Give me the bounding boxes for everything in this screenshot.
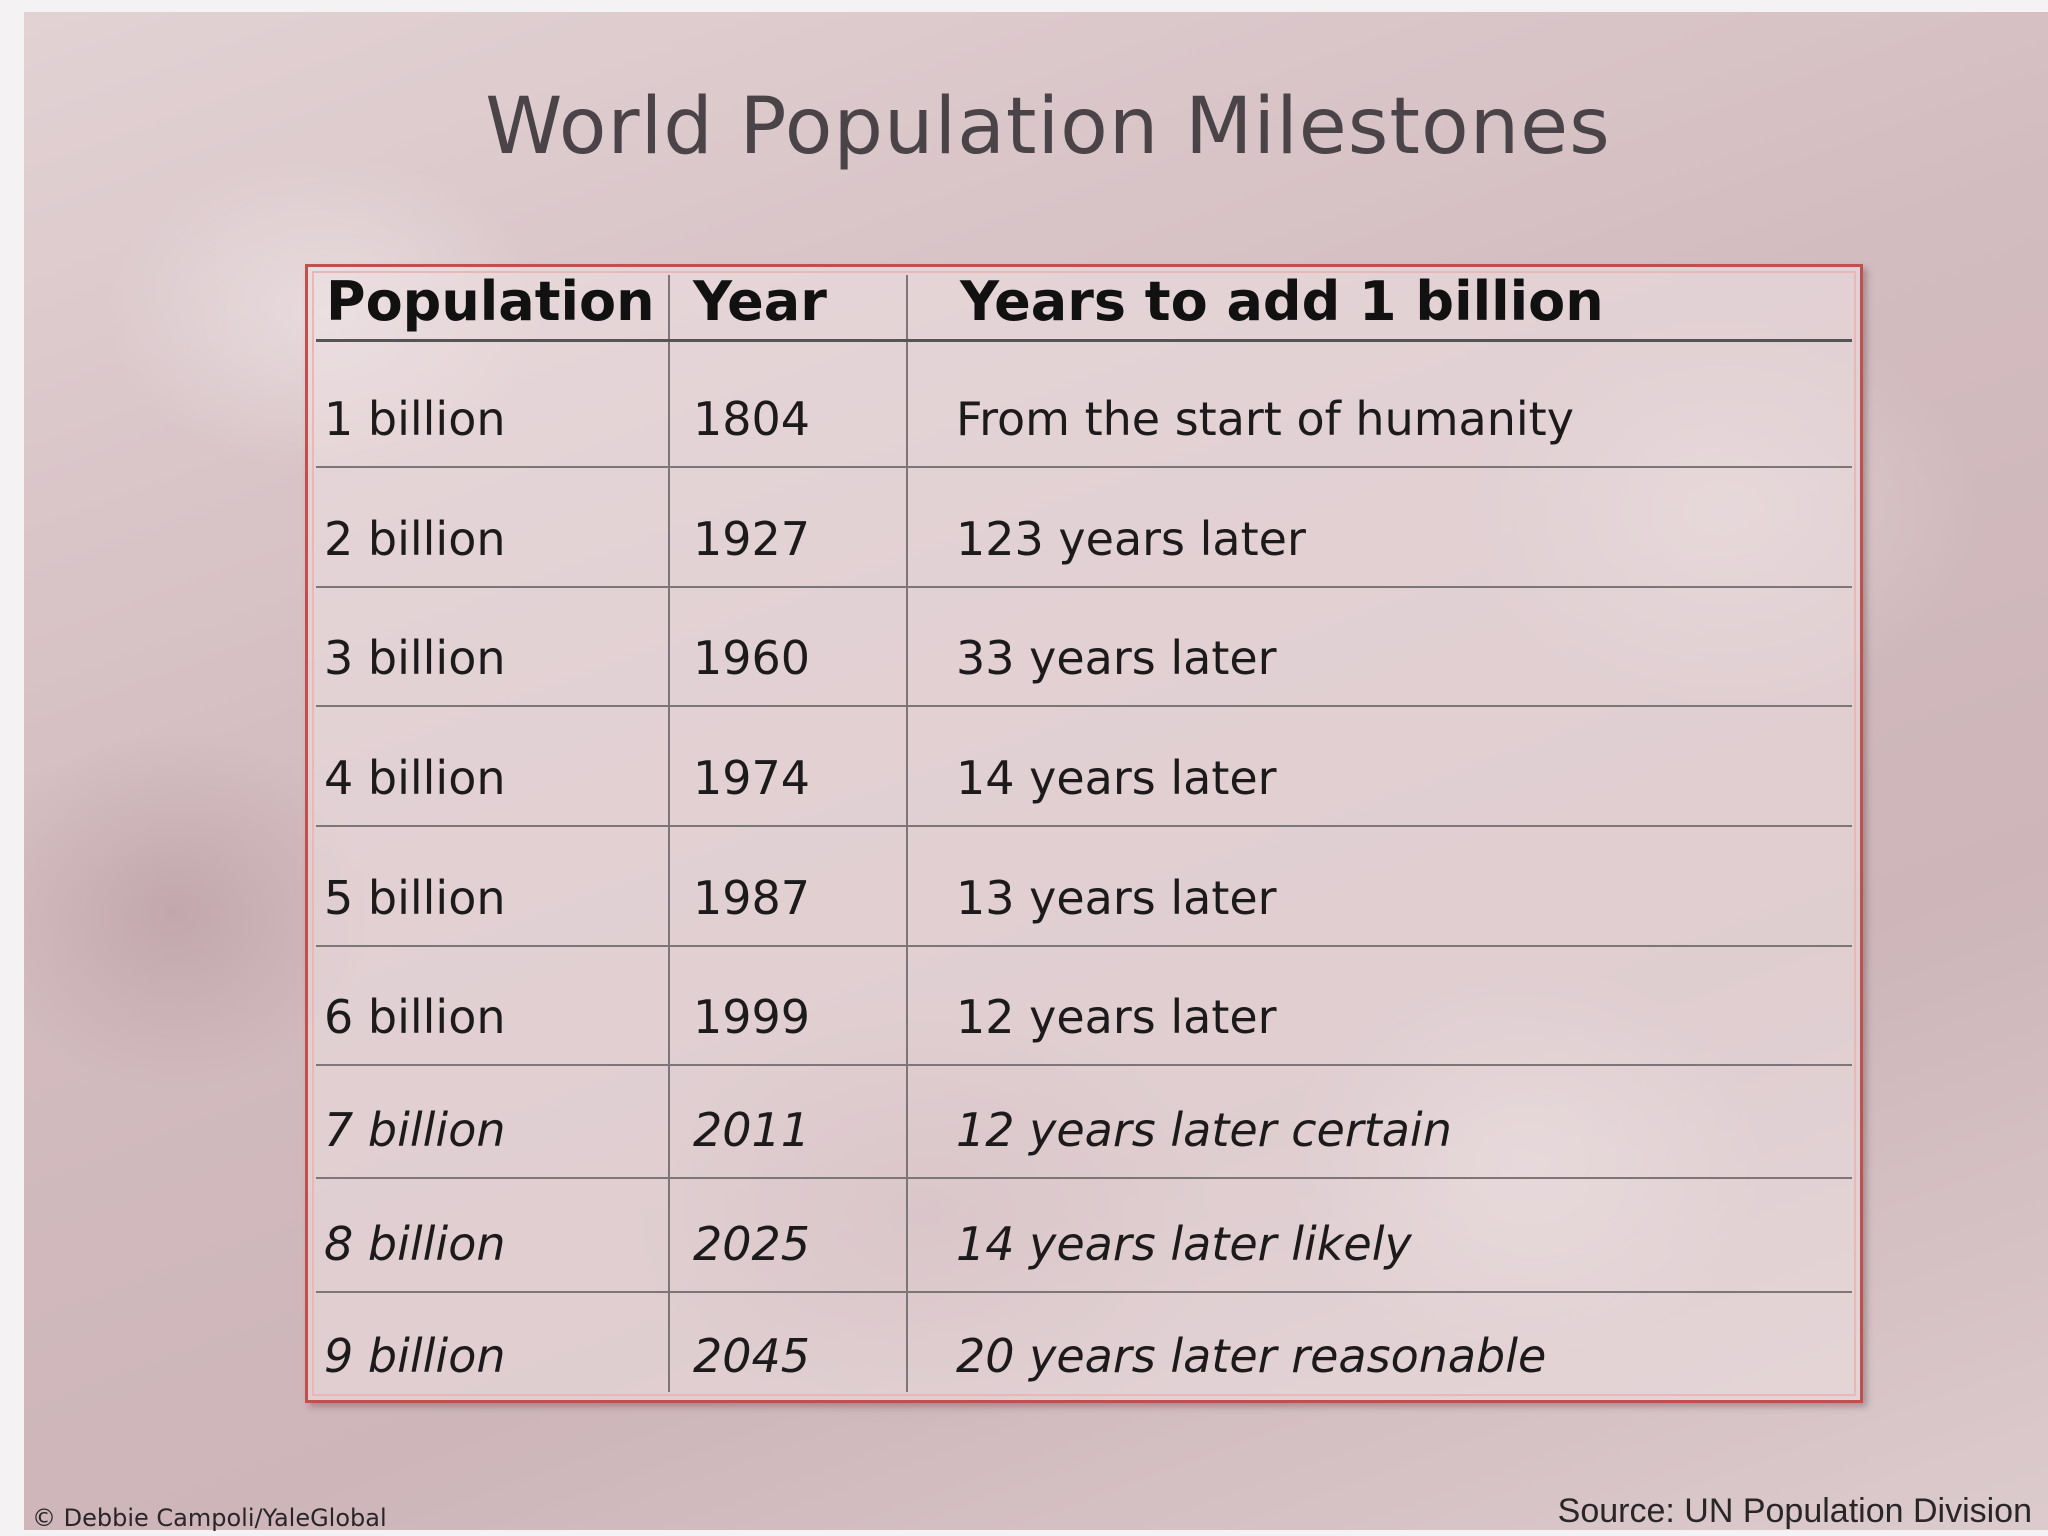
table-cell: 12 years later	[956, 990, 1277, 1044]
credit: © Debbie Campoli/YaleGlobal	[32, 1504, 387, 1532]
table-cell: 12 years later certain	[956, 1103, 1452, 1157]
table-cell: 2 billion	[324, 512, 506, 566]
table-cell: 123 years later	[956, 512, 1306, 566]
table-cell: 6 billion	[324, 990, 506, 1044]
table-cell: 14 years later	[956, 751, 1277, 805]
table-row: 9 billion 2045 20 years later reasonable	[316, 1291, 1852, 1403]
table-cell: 5 billion	[324, 871, 506, 925]
table-row: 3 billion 1960 33 years later	[316, 586, 1852, 707]
table-cell: From the start of humanity	[956, 392, 1574, 446]
table-cell: 1974	[693, 751, 811, 805]
table-cell: 2025	[693, 1217, 811, 1271]
table-row: 8 billion 2025 14 years later likely	[316, 1177, 1852, 1293]
table: Population Year Years to add 1 billion 1 bi…	[305, 264, 1863, 1403]
table-cell: 1927	[693, 512, 811, 566]
table-row: 4 billion 1974 14 years later	[316, 705, 1852, 827]
table-cell: 1 billion	[324, 392, 506, 446]
table-cell: 8 billion	[324, 1217, 506, 1271]
table-cell: 7 billion	[324, 1103, 506, 1157]
header-cell: Year	[693, 270, 827, 333]
table-cell: 13 years later	[956, 871, 1277, 925]
table-cell: 3 billion	[324, 631, 506, 685]
column-divider	[906, 275, 908, 1392]
table-cell: 20 years later reasonable	[956, 1329, 1547, 1383]
table-cell: 2045	[693, 1329, 811, 1383]
title: World Population Milestones	[485, 82, 1611, 172]
header-cell: Years to add 1 billion	[960, 270, 1604, 333]
header-row: Population Year Years to add 1 billion	[316, 267, 1852, 342]
source: Source: UN Population Division	[1557, 1492, 2032, 1530]
table-cell: 2011	[693, 1103, 811, 1157]
table-cell: 1987	[693, 871, 811, 925]
table-row: 5 billion 1987 13 years later	[316, 825, 1852, 947]
table-cell: 1960	[693, 631, 811, 685]
table-cell: 4 billion	[324, 751, 506, 805]
table-row: 6 billion 1999 12 years later	[316, 945, 1852, 1066]
header-cell: Population	[326, 270, 655, 333]
table-row: 7 billion 2011 12 years later certain	[316, 1064, 1852, 1179]
table-cell: 1999	[693, 990, 811, 1044]
table-cell: 9 billion	[324, 1329, 506, 1383]
column-divider	[668, 275, 670, 1392]
table-cell: 1804	[693, 392, 811, 446]
table-row: 1 billion 1804 From the start of humanity	[316, 342, 1852, 468]
table-cell: 14 years later likely	[956, 1217, 1412, 1271]
table-row: 2 billion 1927 123 years later	[316, 466, 1852, 588]
table-cell: 33 years later	[956, 631, 1277, 685]
